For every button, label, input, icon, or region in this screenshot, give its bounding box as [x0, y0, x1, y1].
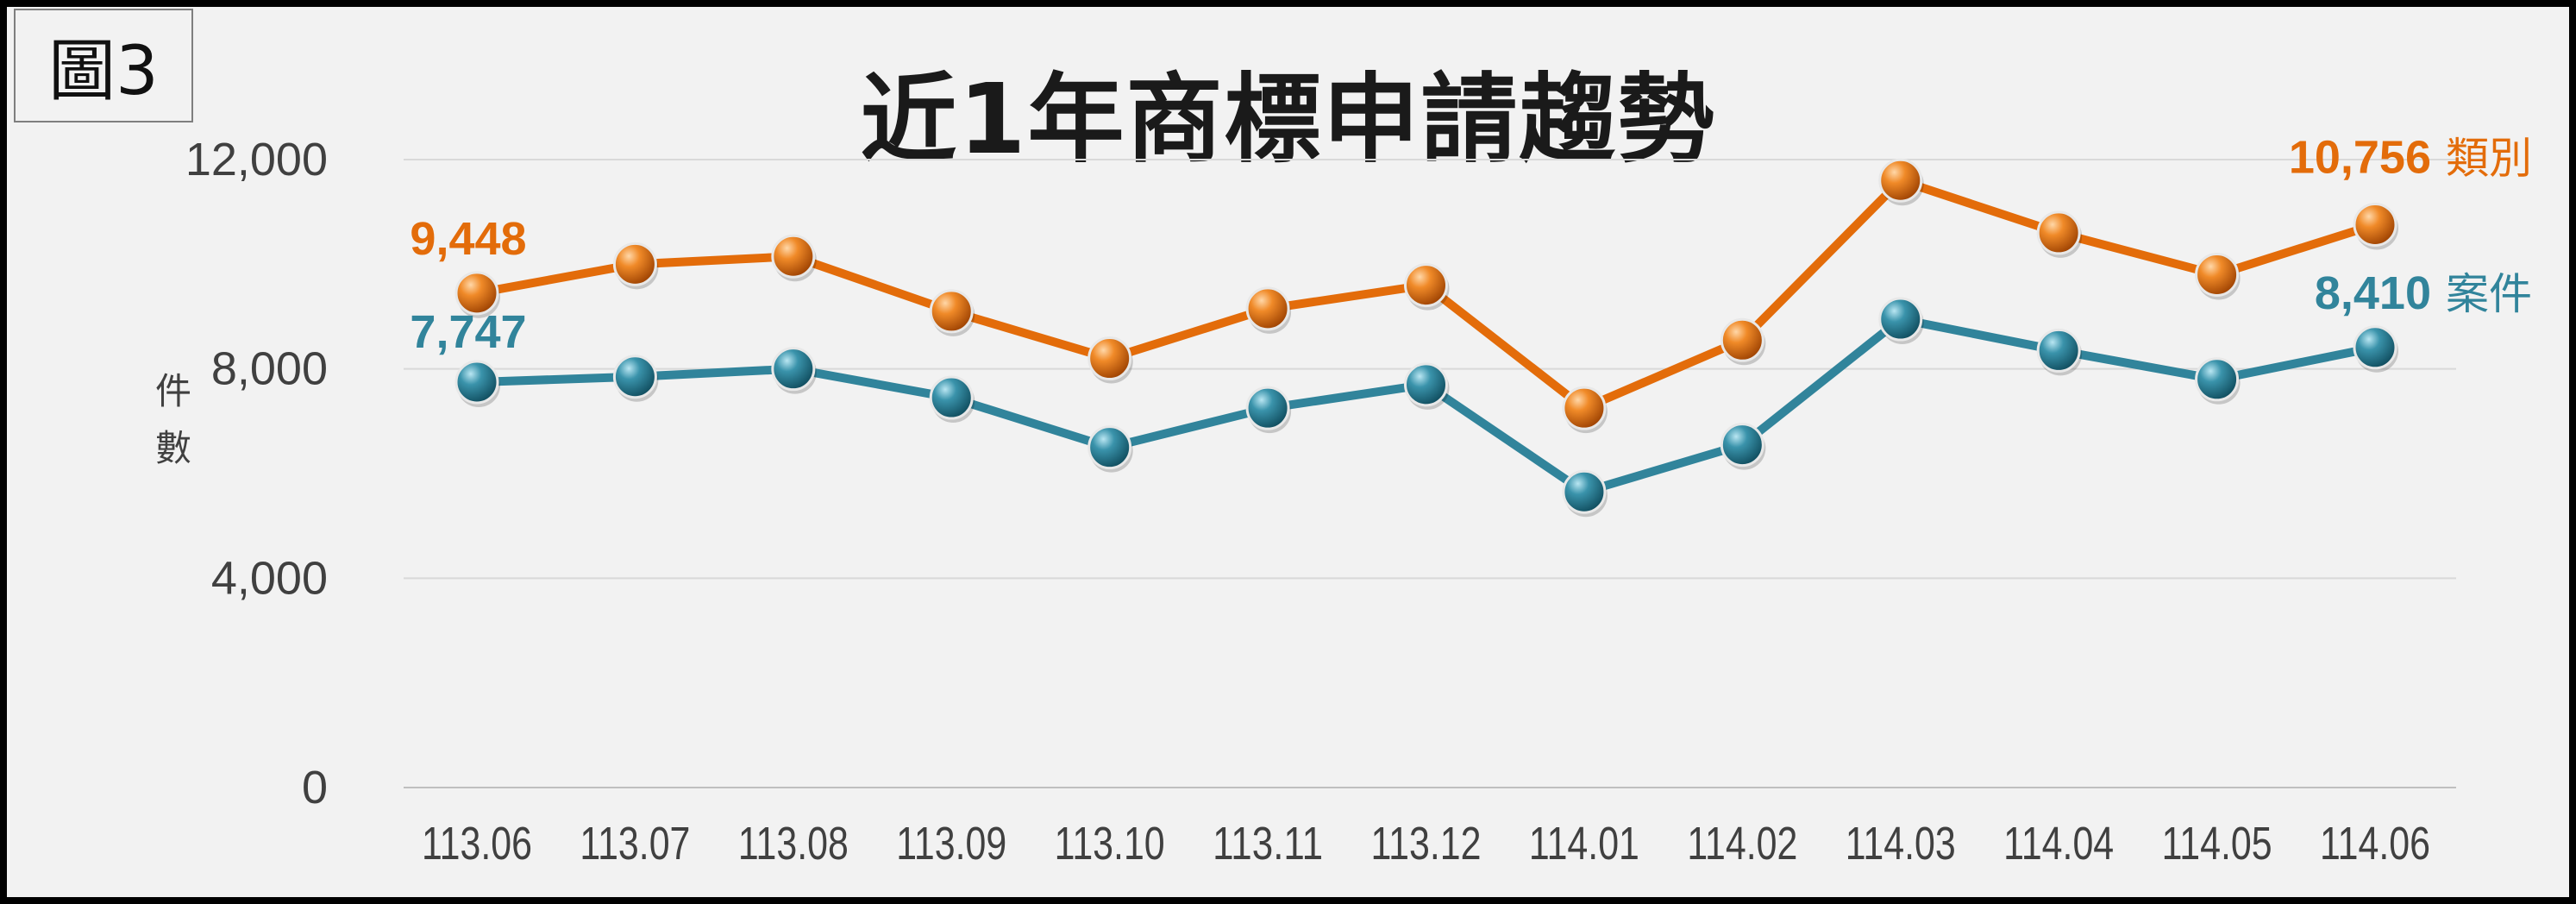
data-point: [614, 243, 655, 285]
data-point: [1406, 364, 1447, 405]
data-point: [1089, 338, 1131, 380]
data-label: 9,448: [410, 213, 526, 265]
chart-frame: 圖3 近1年商標申請趨勢 04,0008,00012,000件數113.0611…: [7, 7, 2569, 897]
line-chart: 0 4,000 8,000 12,000 件數 113.06 113.07 113.08 113…: [7, 7, 2569, 897]
x-tick-label: 114.04: [2003, 818, 2114, 869]
series-name-label: 類別: [2446, 133, 2532, 183]
x-tick-label: 113.08: [738, 818, 849, 869]
data-point: [1089, 427, 1131, 468]
data-point: [1564, 387, 1605, 429]
data-point: [1880, 160, 1921, 201]
y-tick-label: 4,000: [211, 552, 328, 604]
data-point: [773, 235, 814, 277]
y-tick-label: 12,000: [185, 134, 328, 185]
x-tick-label: 114.06: [2320, 818, 2430, 869]
x-tick-label: 114.01: [1529, 818, 1639, 869]
x-tick-label: 113.12: [1371, 818, 1482, 869]
series-case: 7,747 8,410 案件: [410, 267, 2532, 517]
data-point: [2354, 327, 2396, 368]
x-tick-label: 114.05: [2162, 818, 2272, 869]
data-point: [614, 356, 655, 398]
data-point: [2197, 254, 2238, 295]
data-point: [773, 348, 814, 390]
data-label: 10,756: [2289, 131, 2431, 183]
x-tick-label: 114.03: [1846, 818, 1956, 869]
x-tick-label: 113.07: [580, 818, 690, 869]
data-point: [1406, 265, 1447, 306]
y-tick-label: 0: [302, 762, 328, 813]
data-label: 7,747: [410, 306, 526, 358]
y-tick-label: 8,000: [211, 343, 328, 395]
data-point: [1721, 319, 1763, 361]
data-point: [931, 291, 972, 332]
x-tick-label: 113.10: [1055, 818, 1165, 869]
data-point: [2354, 204, 2396, 245]
data-point: [1247, 288, 1288, 330]
x-tick-label: 114.02: [1687, 818, 1797, 869]
data-point: [2038, 330, 2079, 371]
data-point: [931, 377, 972, 418]
x-tick-label: 113.06: [422, 818, 532, 869]
x-tick-label: 113.11: [1213, 818, 1323, 869]
data-point: [2038, 212, 2079, 254]
data-point: [1247, 387, 1288, 429]
data-point: [2197, 359, 2238, 400]
series-layer: 9,448 10,756 類別 7,747 8,410 案件: [410, 131, 2532, 517]
data-point: [1564, 471, 1605, 512]
data-point: [456, 361, 498, 403]
data-label: 8,410: [2315, 267, 2431, 319]
series-name-label: 案件: [2446, 269, 2532, 319]
data-point: [1721, 424, 1763, 466]
y-axis-title: 件數: [155, 370, 191, 469]
x-tick-label: 113.09: [896, 818, 1006, 869]
data-point: [1880, 298, 1921, 340]
